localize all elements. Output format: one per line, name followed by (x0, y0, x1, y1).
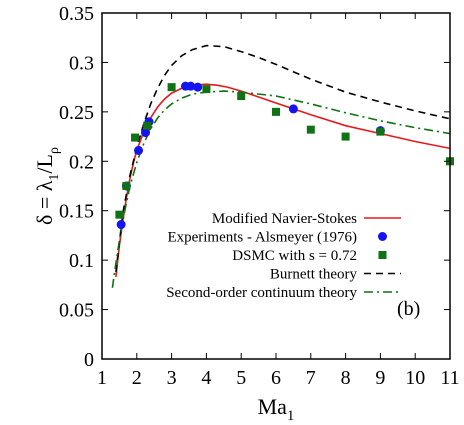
legend-label: DSMC with s = 0.72 (232, 248, 357, 264)
series-line-dashed (115, 44, 450, 273)
x-tick-label: 7 (306, 367, 316, 389)
panel-label: (b) (397, 298, 420, 320)
data-point-experiment (134, 145, 144, 155)
x-tick-label: 5 (236, 367, 246, 389)
y-axis-label: δ = λ1/Lρ (32, 147, 62, 225)
x-tick-label: 1 (97, 367, 107, 389)
data-point-dsmc (237, 92, 246, 101)
legend-swatch (378, 232, 387, 241)
y-tick-label: 0.35 (59, 3, 94, 25)
y-tick-label: 0.3 (69, 52, 94, 74)
y-tick-label: 0.2 (69, 151, 94, 173)
y-axis-label-sub2: ρ (47, 147, 62, 154)
data-point-experiment (288, 104, 298, 114)
y-tick-label: 0 (84, 349, 94, 371)
x-tick-label: 8 (341, 367, 351, 389)
legend: Modified Navier-Stokes Experiments - Alsm… (166, 211, 401, 301)
data-point-dsmc (272, 107, 280, 116)
tick-layer: 1 2 3 4 5 6 7 8 9 10 11 0 0.05 0.1 0.15 0.2 0.25 0.3 0.35 (59, 3, 460, 389)
y-tick-label: 0.25 (59, 102, 94, 124)
data-point-dsmc (376, 127, 385, 136)
x-axis-label: Ma1 (258, 394, 295, 424)
x-tick-label: 10 (405, 367, 425, 389)
y-tick-label: 0.15 (59, 201, 94, 223)
data-point-dsmc (115, 210, 124, 219)
data-point-dsmc (202, 85, 211, 94)
y-axis-label-rhs: /L (32, 154, 57, 174)
legend-label: Burnett theory (270, 267, 358, 283)
x-tick-label: 9 (375, 367, 385, 389)
legend-label: Modified Navier-Stokes (212, 211, 357, 227)
x-tick-label: 6 (271, 367, 281, 389)
data-point-dsmc (306, 125, 315, 134)
data-point-dsmc (167, 83, 176, 92)
legend-swatch (378, 251, 387, 259)
series-line-dashdot (111, 90, 450, 288)
y-axis-label-sub1: 1 (47, 174, 62, 181)
x-tick-label: 2 (132, 367, 142, 389)
legend-label: Experiments - Alsmeyer (1976) (167, 230, 357, 246)
data-point-experiment (193, 82, 203, 92)
data-point-dsmc (143, 121, 152, 130)
marker-layer (115, 81, 454, 230)
x-axis-label-sub: 1 (287, 408, 295, 424)
x-tick-label: 4 (201, 367, 211, 389)
x-tick-label: 11 (440, 367, 459, 389)
x-tick-label: 3 (167, 367, 177, 389)
legend-label: Second-order continuum theory (166, 285, 357, 301)
data-point-dsmc (122, 182, 131, 190)
data-point-dsmc (131, 133, 140, 142)
y-tick-label: 0.05 (59, 300, 94, 322)
data-point-dsmc (341, 132, 350, 141)
data-point-experiment (186, 81, 196, 91)
data-point-experiment (116, 220, 126, 230)
y-tick-label: 0.1 (69, 250, 94, 272)
